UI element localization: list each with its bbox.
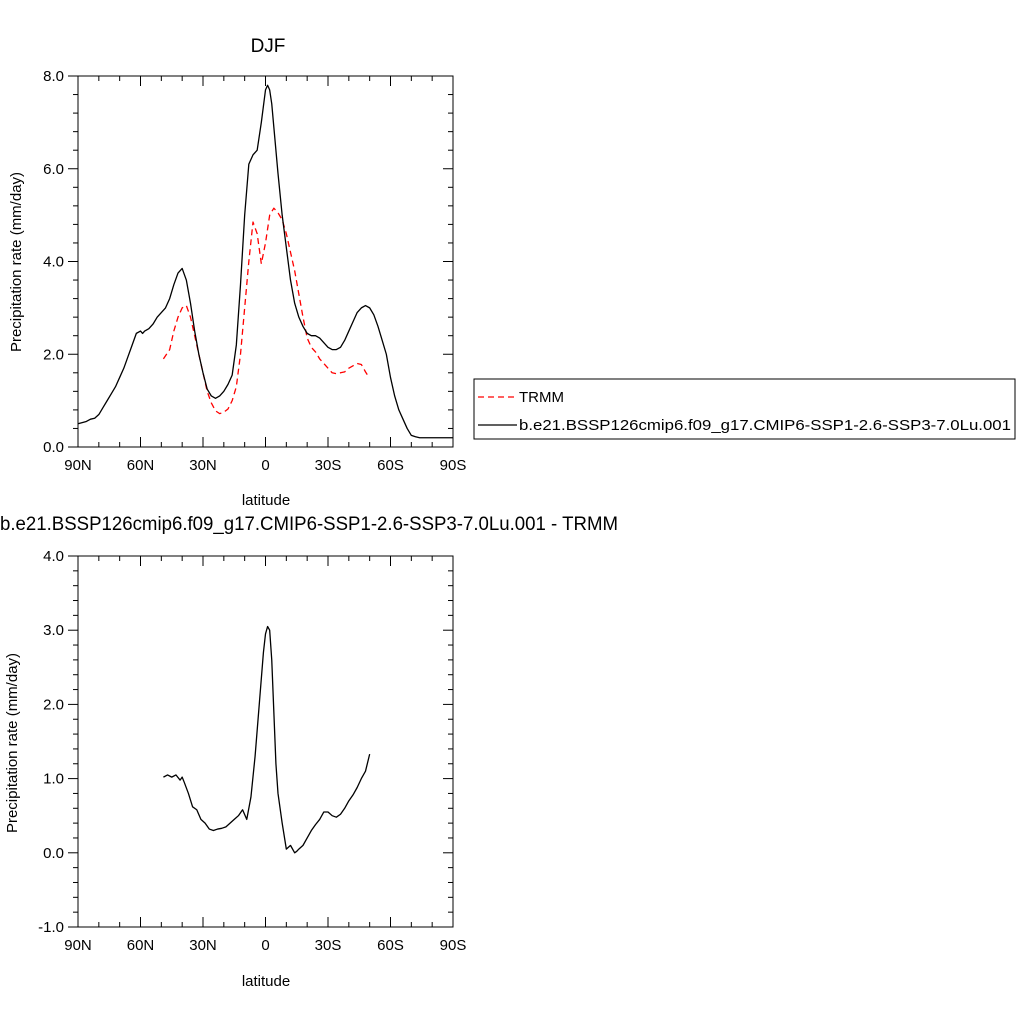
series-line-model xyxy=(77,84,453,439)
y-tick-label: 3.0 xyxy=(43,622,64,639)
y-tick-label: 2.0 xyxy=(43,346,64,363)
x-tick-label: 0 xyxy=(261,457,269,474)
x-tick-label: 30S xyxy=(315,937,342,954)
chart-panel-top: DJF 90N 60N 30N 0 30S 60S 90S 0.02.04.06.08.0 … xyxy=(8,36,466,509)
x-tick-labels: 90N 60N 30N 0 30S 60S 90S xyxy=(64,457,466,474)
chart-title: DJF xyxy=(251,36,286,57)
x-tick-label: 90N xyxy=(64,457,92,474)
x-tick-label: 30N xyxy=(189,937,217,954)
series-lines xyxy=(77,84,453,439)
x-tick-label: 0 xyxy=(261,937,269,954)
legend: TRMM b.e21.BSSP126cmip6.f09_g17.CMIP6-SS… xyxy=(473,378,1016,440)
y-tick-label: 2.0 xyxy=(43,696,64,713)
y-tick-label: 4.0 xyxy=(43,254,64,271)
x-tick-label: 60S xyxy=(377,457,404,474)
series-line-trmm xyxy=(162,207,369,415)
x-tick-label: 30N xyxy=(189,457,217,474)
series-lines xyxy=(163,625,371,854)
y-tick-label: 1.0 xyxy=(43,771,64,788)
x-tick-label: 60S xyxy=(377,937,404,954)
legend-box xyxy=(473,378,1016,440)
legend-entry-trmm: TRMM xyxy=(519,389,564,406)
x-tick-label: 30S xyxy=(315,457,342,474)
x-tick-label: 90S xyxy=(440,937,467,954)
x-axis-label: latitude xyxy=(242,492,290,509)
y-tick-label: 4.0 xyxy=(43,548,64,565)
y-tick-label: -1.0 xyxy=(38,919,64,936)
y-axis-label: Precipitation rate (mm/day) xyxy=(4,653,21,833)
tick-marks xyxy=(68,75,454,448)
y-tick-label: 0.0 xyxy=(43,439,64,456)
plot-frame xyxy=(77,555,454,928)
x-tick-label: 90N xyxy=(64,937,92,954)
x-tick-labels: 90N 60N 30N 0 30S 60S 90S xyxy=(64,937,466,954)
y-tick-labels: 0.0 2.0 4.0 6.0 8.0 xyxy=(43,68,64,456)
x-tick-label: 60N xyxy=(127,937,155,954)
chart-title-diff: b.e21.BSSP126cmip6.f09_g17.CMIP6-SSP1-2.… xyxy=(0,514,618,535)
y-tick-label: 8.0 xyxy=(43,68,64,85)
x-axis-label: latitude xyxy=(242,973,290,990)
y-tick-label: 0.0 xyxy=(43,845,64,862)
tick-marks xyxy=(68,555,454,928)
x-tick-label: 90S xyxy=(440,457,467,474)
y-tick-label: 6.0 xyxy=(43,161,64,178)
plot-frame xyxy=(77,75,454,448)
chart-panel-bottom: b.e21.BSSP126cmip6.f09_g17.CMIP6-SSP1-2.… xyxy=(0,514,618,990)
series-line-difference xyxy=(163,625,371,854)
y-tick-labels: -1.0 0.0 1.0 2.0 3.0 4.0 xyxy=(38,548,64,936)
legend-entry-model: b.e21.BSSP126cmip6.f09_g17.CMIP6-SSP1-2.… xyxy=(519,417,1011,434)
y-axis-label: Precipitation rate (mm/day) xyxy=(8,172,25,352)
x-tick-label: 60N xyxy=(127,457,155,474)
